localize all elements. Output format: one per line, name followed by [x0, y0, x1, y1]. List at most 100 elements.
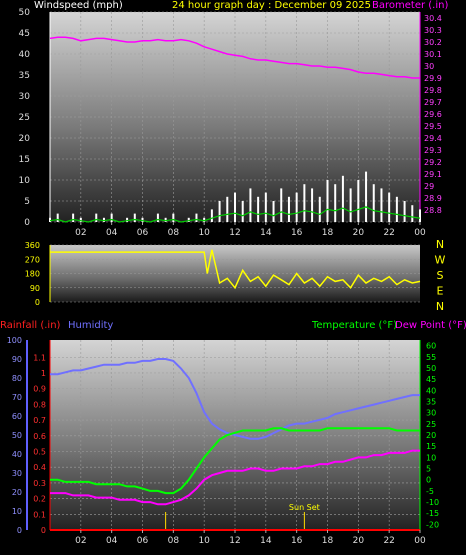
- baro-y-tick-label: 29.3: [424, 146, 442, 155]
- temp-x-tick-label: 14: [260, 536, 272, 546]
- temp-x-tick-label: 20: [353, 536, 365, 546]
- baro-y-tick-label: 28.9: [424, 194, 442, 203]
- barometer-line: [49, 36, 420, 79]
- temp-y-tick-label: 25: [426, 420, 436, 429]
- barometer-title: Barometer (.in): [372, 0, 449, 11]
- humidity-y-tick-label: 80: [12, 374, 22, 383]
- temp-y-tick-label: 35: [426, 397, 436, 406]
- rain-y-tick-label: 0.8: [33, 400, 46, 409]
- wind-x-tick-label: 10: [198, 228, 210, 238]
- wind-y-tick-label: 50: [19, 8, 31, 18]
- wind-y-tick-label: 15: [19, 155, 30, 165]
- rain-y-tick-label: 0.6: [33, 432, 46, 441]
- temp-y-tick-label: -15: [426, 509, 439, 518]
- temp-y-tick-label: -5: [426, 487, 434, 496]
- wind-y-tick-label: 5: [24, 197, 30, 207]
- wind-direction-line: [50, 249, 421, 290]
- temp-x-tick-label: 12: [229, 536, 240, 546]
- wind-y-tick-label: 35: [19, 71, 30, 81]
- rain-y-tick-label: 0.3: [33, 479, 46, 488]
- temp-x-tick-label: 16: [291, 536, 303, 546]
- temp-x-tick-label: 06: [137, 536, 149, 546]
- humidity-line: [50, 358, 420, 440]
- wind-y-tick-label: 40: [19, 50, 31, 60]
- temp-x-tick-label: 22: [383, 536, 394, 546]
- rain-y-tick-label: 1.1: [33, 353, 46, 362]
- wind-x-tick-label: 20: [353, 228, 365, 238]
- wind-x-tick-label: 22: [383, 228, 394, 238]
- baro-y-tick-label: 30.4: [424, 14, 442, 23]
- direction-y-tick-label: 180: [25, 270, 40, 279]
- temp-y-tick-label: 55: [426, 353, 436, 362]
- rain-y-tick-label: 0.4: [33, 463, 46, 472]
- dewpoint-title: Dew Point (°F): [395, 320, 466, 331]
- humidity-y-tick-label: 10: [12, 507, 22, 516]
- temp-y-tick-label: 45: [426, 375, 436, 384]
- dewpoint-line: [50, 449, 420, 506]
- baro-y-tick-label: 30.3: [424, 26, 442, 35]
- wind-x-tick-label: 04: [106, 228, 118, 238]
- baro-y-tick-label: 29.8: [424, 86, 442, 95]
- temp-y-tick-label: 60: [426, 342, 436, 351]
- humidity-y-tick-label: 70: [12, 393, 22, 402]
- temp-x-tick-label: 08: [168, 536, 180, 546]
- direction-y-tick-label: 360: [25, 241, 40, 250]
- baro-y-tick-label: 29: [424, 182, 434, 191]
- temp-x-tick-label: 02: [75, 536, 86, 546]
- humidity-y-tick-label: 20: [12, 488, 22, 497]
- temperature-title: Temperature (°F): [312, 320, 398, 331]
- humidity-title: Humidity: [68, 320, 114, 331]
- temp-y-tick-label: 15: [426, 442, 436, 451]
- rain-y-tick-label: 0.5: [33, 447, 46, 456]
- temp-y-tick-label: -20: [426, 520, 439, 529]
- temp-y-tick-label: 10: [426, 453, 436, 462]
- baro-y-tick-label: 29.2: [424, 158, 442, 167]
- graph-title: 24 hour graph day : December 09 2025: [172, 0, 371, 11]
- temp-y-tick-label: 20: [426, 431, 436, 440]
- wind-x-tick-label: 00: [414, 228, 426, 238]
- wind-x-tick-label: 08: [168, 228, 180, 238]
- humidity-y-tick-label: 100: [7, 336, 22, 345]
- wind-y-tick-label: 30: [19, 92, 31, 102]
- baro-y-tick-label: 29.4: [424, 134, 442, 143]
- wind-x-tick-label: 06: [137, 228, 149, 238]
- baro-y-tick-label: 29.5: [424, 122, 442, 131]
- direction-y-tick-label: 0: [35, 298, 40, 307]
- temp-x-tick-label: 00: [414, 536, 426, 546]
- baro-y-tick-label: 28.8: [424, 206, 442, 215]
- temp-x-tick-label: 18: [322, 536, 334, 546]
- baro-y-tick-label: 29.1: [424, 170, 442, 179]
- humidity-y-tick-label: 50: [12, 431, 22, 440]
- direction-y-tick-label: 270: [25, 255, 40, 264]
- baro-y-tick-label: 30: [424, 62, 434, 71]
- wind-x-tick-label: 14: [260, 228, 272, 238]
- humidity-y-tick-label: 60: [12, 412, 22, 421]
- baro-y-tick-label: 29.7: [424, 98, 442, 107]
- windspeed-title: Windspeed (mph): [34, 0, 123, 11]
- baro-y-tick-label: 29.6: [424, 110, 442, 119]
- temp-y-tick-label: 40: [426, 386, 436, 395]
- humidity-y-tick-label: 0: [17, 526, 22, 535]
- baro-y-tick-label: 30.1: [424, 50, 442, 59]
- sunset-label: Sun Set: [289, 503, 320, 512]
- temp-y-tick-label: 30: [426, 409, 436, 418]
- baro-y-tick-label: 30.2: [424, 38, 442, 47]
- rain-y-tick-label: 0: [41, 526, 46, 535]
- wind-y-tick-label: 10: [19, 176, 31, 186]
- wind-x-tick-label: 18: [322, 228, 334, 238]
- rain-y-tick-label: 0.2: [33, 495, 46, 504]
- rain-y-tick-label: 0.9: [33, 385, 46, 394]
- temp-y-tick-label: 5: [426, 465, 431, 474]
- wind-y-tick-label: 25: [19, 113, 30, 123]
- rain-y-tick-label: 1: [41, 369, 46, 378]
- temp-x-tick-label: 10: [198, 536, 210, 546]
- compass-label: N: [436, 238, 444, 251]
- wind-x-tick-label: 02: [75, 228, 86, 238]
- wind-x-tick-label: 12: [229, 228, 240, 238]
- humidity-y-tick-label: 40: [12, 450, 22, 459]
- temperature-line: [50, 427, 420, 495]
- wind-y-tick-label: 20: [19, 134, 31, 144]
- compass-label: N: [436, 300, 444, 313]
- wind-y-tick-label: 0: [24, 218, 30, 228]
